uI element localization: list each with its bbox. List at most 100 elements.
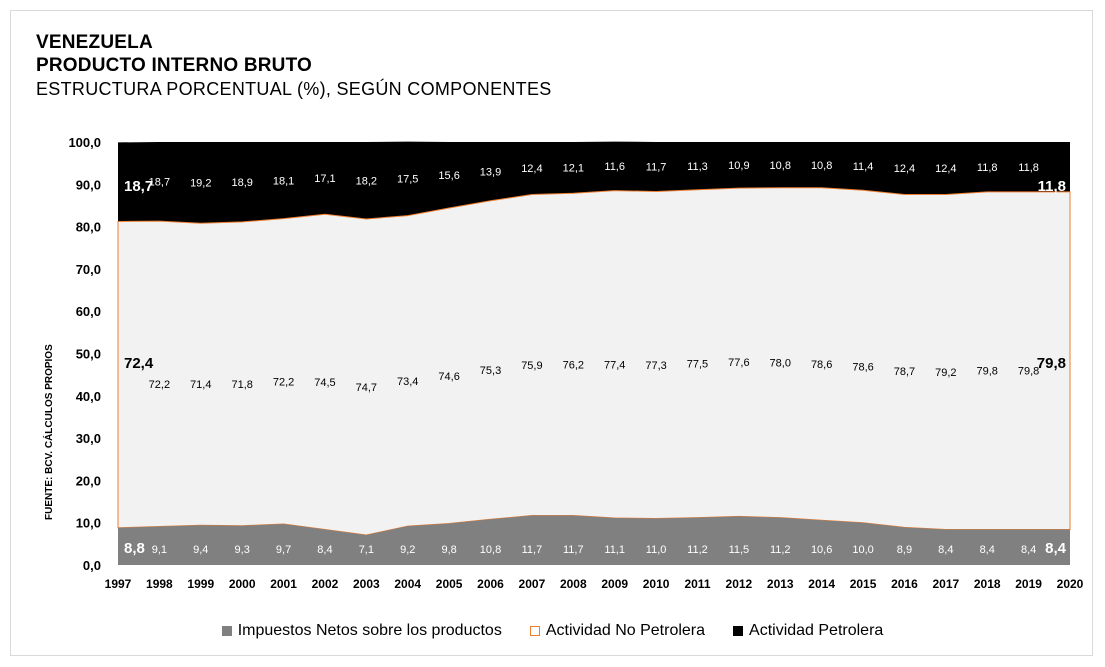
legend-swatch-impuestos	[221, 626, 232, 636]
data-label: 11,3	[687, 161, 708, 173]
data-label: 79,8	[1018, 366, 1039, 378]
x-tick-label: 2019	[1015, 577, 1042, 591]
x-tick-label: 2009	[601, 577, 628, 591]
legend-item-petrolera: Actividad Petrolera	[733, 622, 883, 640]
data-label: 11,2	[687, 544, 708, 556]
x-tick-label: 2017	[932, 577, 959, 591]
data-label: 9,7	[276, 544, 291, 556]
x-tick-label: 2020	[1057, 577, 1084, 591]
x-tick-label: 1999	[187, 577, 214, 591]
legend-item-impuestos: Impuestos Netos sobre los productos	[221, 622, 502, 640]
data-label: 10,8	[770, 160, 791, 172]
data-label: 11,8	[977, 162, 998, 174]
x-tick-label: 2013	[767, 577, 794, 591]
data-label: 73,4	[397, 376, 418, 388]
data-label: 11,5	[729, 544, 750, 556]
legend-label-no-petrolera: Actividad No Petrolera	[545, 622, 706, 639]
x-tick-label: 2015	[850, 577, 877, 591]
legend: Impuestos Netos sobre los productos Acti…	[0, 622, 1105, 640]
data-label: 17,5	[397, 174, 418, 186]
data-label: 11,6	[604, 161, 625, 173]
data-label: 11,8	[1018, 162, 1039, 174]
y-tick-label: 20,0	[76, 473, 101, 488]
x-tick-label: 2005	[436, 577, 463, 591]
data-label: 75,9	[521, 360, 542, 372]
data-label: 74,5	[314, 377, 335, 389]
data-label: 77,6	[728, 357, 749, 369]
data-label: 11,8	[1038, 178, 1066, 195]
data-label: 10,9	[728, 160, 749, 172]
chart-title: PRODUCTO INTERNO BRUTO	[36, 55, 313, 76]
area-series-petrolera	[118, 141, 1070, 224]
x-tick-label: 2018	[974, 577, 1001, 591]
legend-swatch-petrolera	[733, 626, 744, 636]
data-label: 72,4	[124, 355, 154, 372]
y-tick-label: 70,0	[76, 262, 101, 277]
data-label: 74,6	[438, 371, 459, 383]
x-tick-label: 2014	[808, 577, 835, 591]
y-tick-label: 50,0	[76, 347, 101, 362]
x-tick-label: 2004	[394, 577, 421, 591]
legend-label-petrolera: Actividad Petrolera	[749, 622, 884, 639]
data-label: 74,7	[356, 382, 377, 394]
data-label: 15,6	[438, 170, 459, 182]
data-label: 10,0	[852, 544, 873, 556]
data-label: 8,4	[1045, 540, 1067, 557]
area-series-impuestos	[118, 515, 1070, 565]
data-label: 12,4	[935, 163, 956, 175]
data-label: 8,4	[938, 544, 953, 556]
data-label: 9,4	[193, 544, 208, 556]
x-tick-label: 2016	[891, 577, 918, 591]
x-tick-label: 2006	[477, 577, 504, 591]
data-label: 19,2	[190, 178, 211, 190]
x-tick-label: 2001	[270, 577, 297, 591]
x-tick-label: 2003	[353, 577, 380, 591]
y-tick-label: 0,0	[83, 558, 101, 573]
data-label: 72,2	[273, 376, 294, 388]
legend-item-no-petrolera: Actividad No Petrolera	[529, 622, 706, 640]
x-tick-label: 2007	[519, 577, 546, 591]
x-tick-label: 2002	[312, 577, 339, 591]
data-label: 8,8	[124, 540, 145, 557]
data-label: 78,6	[811, 359, 832, 371]
data-label: 75,3	[480, 365, 501, 377]
data-label: 9,8	[441, 544, 456, 556]
data-label: 76,2	[563, 359, 584, 371]
x-tick-label: 2011	[684, 577, 710, 591]
data-label: 79,8	[1037, 355, 1066, 372]
data-label: 12,4	[521, 163, 542, 175]
x-tick-label: 2010	[643, 577, 670, 591]
y-tick-label: 80,0	[76, 220, 101, 235]
x-tick-label: 2008	[560, 577, 587, 591]
data-label: 11,7	[563, 544, 584, 556]
data-label: 8,4	[980, 544, 995, 556]
y-tick-label: 60,0	[76, 304, 101, 319]
data-label: 11,7	[522, 544, 543, 556]
data-label: 8,4	[317, 544, 332, 556]
data-label: 11,7	[646, 162, 667, 174]
data-label: 72,2	[149, 379, 170, 391]
data-label: 9,1	[152, 544, 167, 556]
stacked-area-chart: 0,0 10,0 20,0 30,0 40,0 50,0 60,0 70,0 80,0 90,0 1…	[68, 135, 1084, 591]
x-tick-label: 1997	[105, 577, 132, 591]
y-tick-label: 90,0	[76, 177, 101, 192]
data-label: 10,6	[811, 544, 832, 556]
legend-swatch-no-petrolera	[529, 626, 540, 636]
data-label: 77,5	[687, 359, 708, 371]
data-label: 8,4	[1021, 544, 1036, 556]
data-label: 78,0	[770, 358, 791, 370]
chart-title-country: VENEZUELA	[36, 32, 153, 53]
y-tick-label: 10,0	[76, 516, 101, 531]
data-label: 11,0	[646, 544, 667, 556]
x-tick-label: 2000	[229, 577, 256, 591]
data-label: 78,7	[894, 366, 915, 378]
legend-label-impuestos: Impuestos Netos sobre los productos	[237, 622, 502, 639]
data-label: 11,2	[770, 544, 791, 556]
data-label: 12,4	[894, 163, 915, 175]
data-label: 18,1	[273, 175, 294, 187]
data-label: 71,8	[231, 379, 252, 391]
data-label: 9,2	[400, 544, 415, 556]
area-series-no-petrolera	[117, 187, 1071, 536]
x-tick-label: 2012	[726, 577, 753, 591]
data-label: 9,3	[235, 544, 250, 556]
